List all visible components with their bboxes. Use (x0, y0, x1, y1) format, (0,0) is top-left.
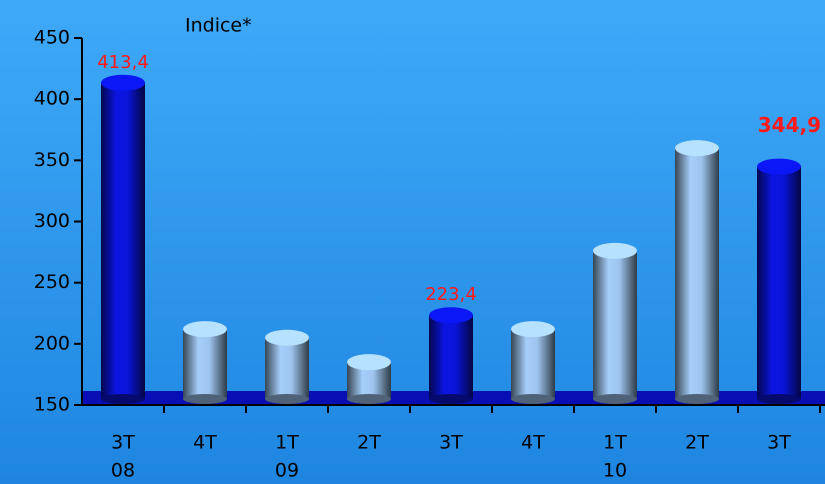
bar-base (675, 394, 719, 404)
bar-top (757, 158, 801, 175)
y-tick-label: 350 (34, 149, 70, 171)
y-tick-label: 200 (34, 332, 70, 354)
bar (265, 337, 309, 399)
bar-base (265, 394, 309, 404)
x-tick-label: 1T (603, 432, 627, 454)
x-group-label: 09 (275, 460, 299, 482)
bar-base (183, 394, 227, 404)
bar (757, 166, 801, 399)
x-tick-label: 3T (767, 432, 791, 454)
chart-title: Indice* (185, 15, 252, 37)
bar-base (511, 394, 555, 404)
y-tick-label: 450 (34, 27, 70, 49)
bar (511, 329, 555, 399)
x-tick-label: 3T (439, 432, 463, 454)
bar-top (511, 321, 555, 338)
x-group-label: 10 (603, 460, 627, 482)
bar-base (757, 394, 801, 404)
bar-top (347, 354, 391, 371)
value-label: 223,4 (425, 284, 477, 305)
bar-base (429, 394, 473, 404)
value-label: 344,9 (758, 113, 821, 137)
bar-base (347, 394, 391, 404)
x-tick-label: 2T (685, 432, 709, 454)
bar-top (265, 329, 309, 346)
bar-top (593, 242, 637, 259)
y-tick-label: 300 (34, 210, 70, 232)
bar-top (101, 74, 145, 91)
x-group-label: 08 (111, 460, 135, 482)
bar-top (429, 307, 473, 324)
y-tick-label: 250 (34, 271, 70, 293)
x-tick-label: 4T (193, 432, 217, 454)
bar-top (675, 140, 719, 157)
x-tick-label: 3T (111, 432, 135, 454)
bar (593, 250, 637, 399)
y-tick-label: 400 (34, 88, 70, 110)
x-tick-label: 4T (521, 432, 545, 454)
bar-top (183, 321, 227, 338)
x-tick-label: 1T (275, 432, 299, 454)
bar (429, 315, 473, 399)
x-tick-label: 2T (357, 432, 381, 454)
bar-base (593, 394, 637, 404)
bar-base (101, 394, 145, 404)
bar (183, 329, 227, 399)
y-tick-label: 150 (34, 394, 70, 416)
bar (101, 82, 145, 400)
bar (675, 148, 719, 399)
value-label: 413,4 (97, 52, 149, 73)
